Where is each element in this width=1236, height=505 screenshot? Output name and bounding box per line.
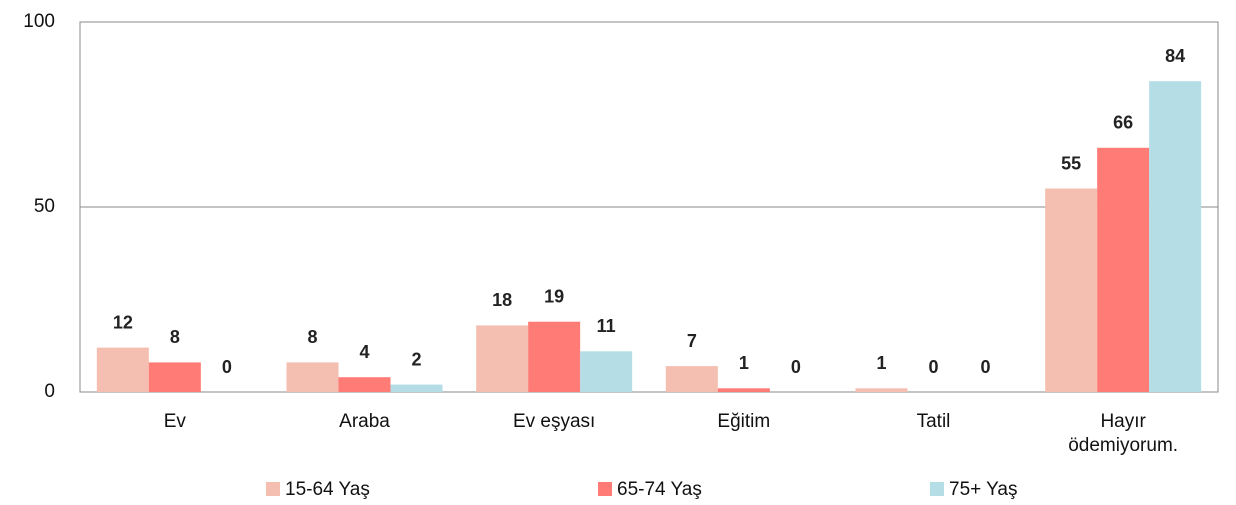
data-label: 84 [1165, 46, 1185, 66]
data-label: 18 [492, 290, 512, 310]
data-label: 8 [307, 327, 317, 347]
data-label: 12 [113, 312, 133, 332]
bar [390, 384, 443, 392]
x-tick-label: Ev eşyası [512, 411, 596, 432]
bar [338, 377, 391, 392]
bar [665, 366, 718, 392]
x-tick-label: Araba [339, 411, 390, 432]
data-label: 7 [687, 331, 697, 351]
bar [476, 325, 529, 392]
data-label: 8 [170, 327, 180, 347]
legend-swatch [266, 482, 280, 496]
legend-label: 65-74 Yaş [617, 479, 702, 500]
bar [1045, 188, 1098, 392]
data-label: 1 [876, 353, 886, 373]
bar [528, 321, 581, 392]
data-label: 1 [739, 353, 749, 373]
legend-swatch [598, 482, 612, 496]
data-label: 4 [359, 342, 369, 362]
bar [1097, 147, 1150, 392]
x-tick-label: Eğitim [717, 411, 771, 432]
y-tick-label: 50 [34, 196, 55, 217]
bar [96, 347, 149, 392]
bar [286, 362, 339, 392]
x-tick-label: Hayır ödemiyorum. [1068, 411, 1179, 456]
y-tick-label: 0 [44, 381, 55, 402]
data-label: 0 [928, 357, 938, 377]
data-label: 0 [980, 357, 990, 377]
x-tick-label: Ev [163, 411, 186, 432]
bar [717, 388, 770, 392]
data-label: 0 [791, 357, 801, 377]
bar [580, 351, 633, 392]
data-label: 19 [544, 286, 564, 306]
data-label: 55 [1061, 153, 1081, 173]
bar [855, 388, 908, 392]
x-tick-label: Tatil [916, 411, 951, 432]
y-tick-label: 100 [23, 11, 55, 32]
data-label: 66 [1113, 113, 1133, 133]
bar [148, 362, 201, 392]
bar [1149, 81, 1202, 392]
data-label: 0 [222, 357, 232, 377]
legend-label: 15-64 Yaş [285, 479, 370, 500]
legend-label: 75+ Yaş [949, 479, 1018, 500]
legend-swatch [930, 482, 944, 496]
data-label: 11 [597, 316, 616, 336]
data-label: 2 [411, 349, 421, 369]
